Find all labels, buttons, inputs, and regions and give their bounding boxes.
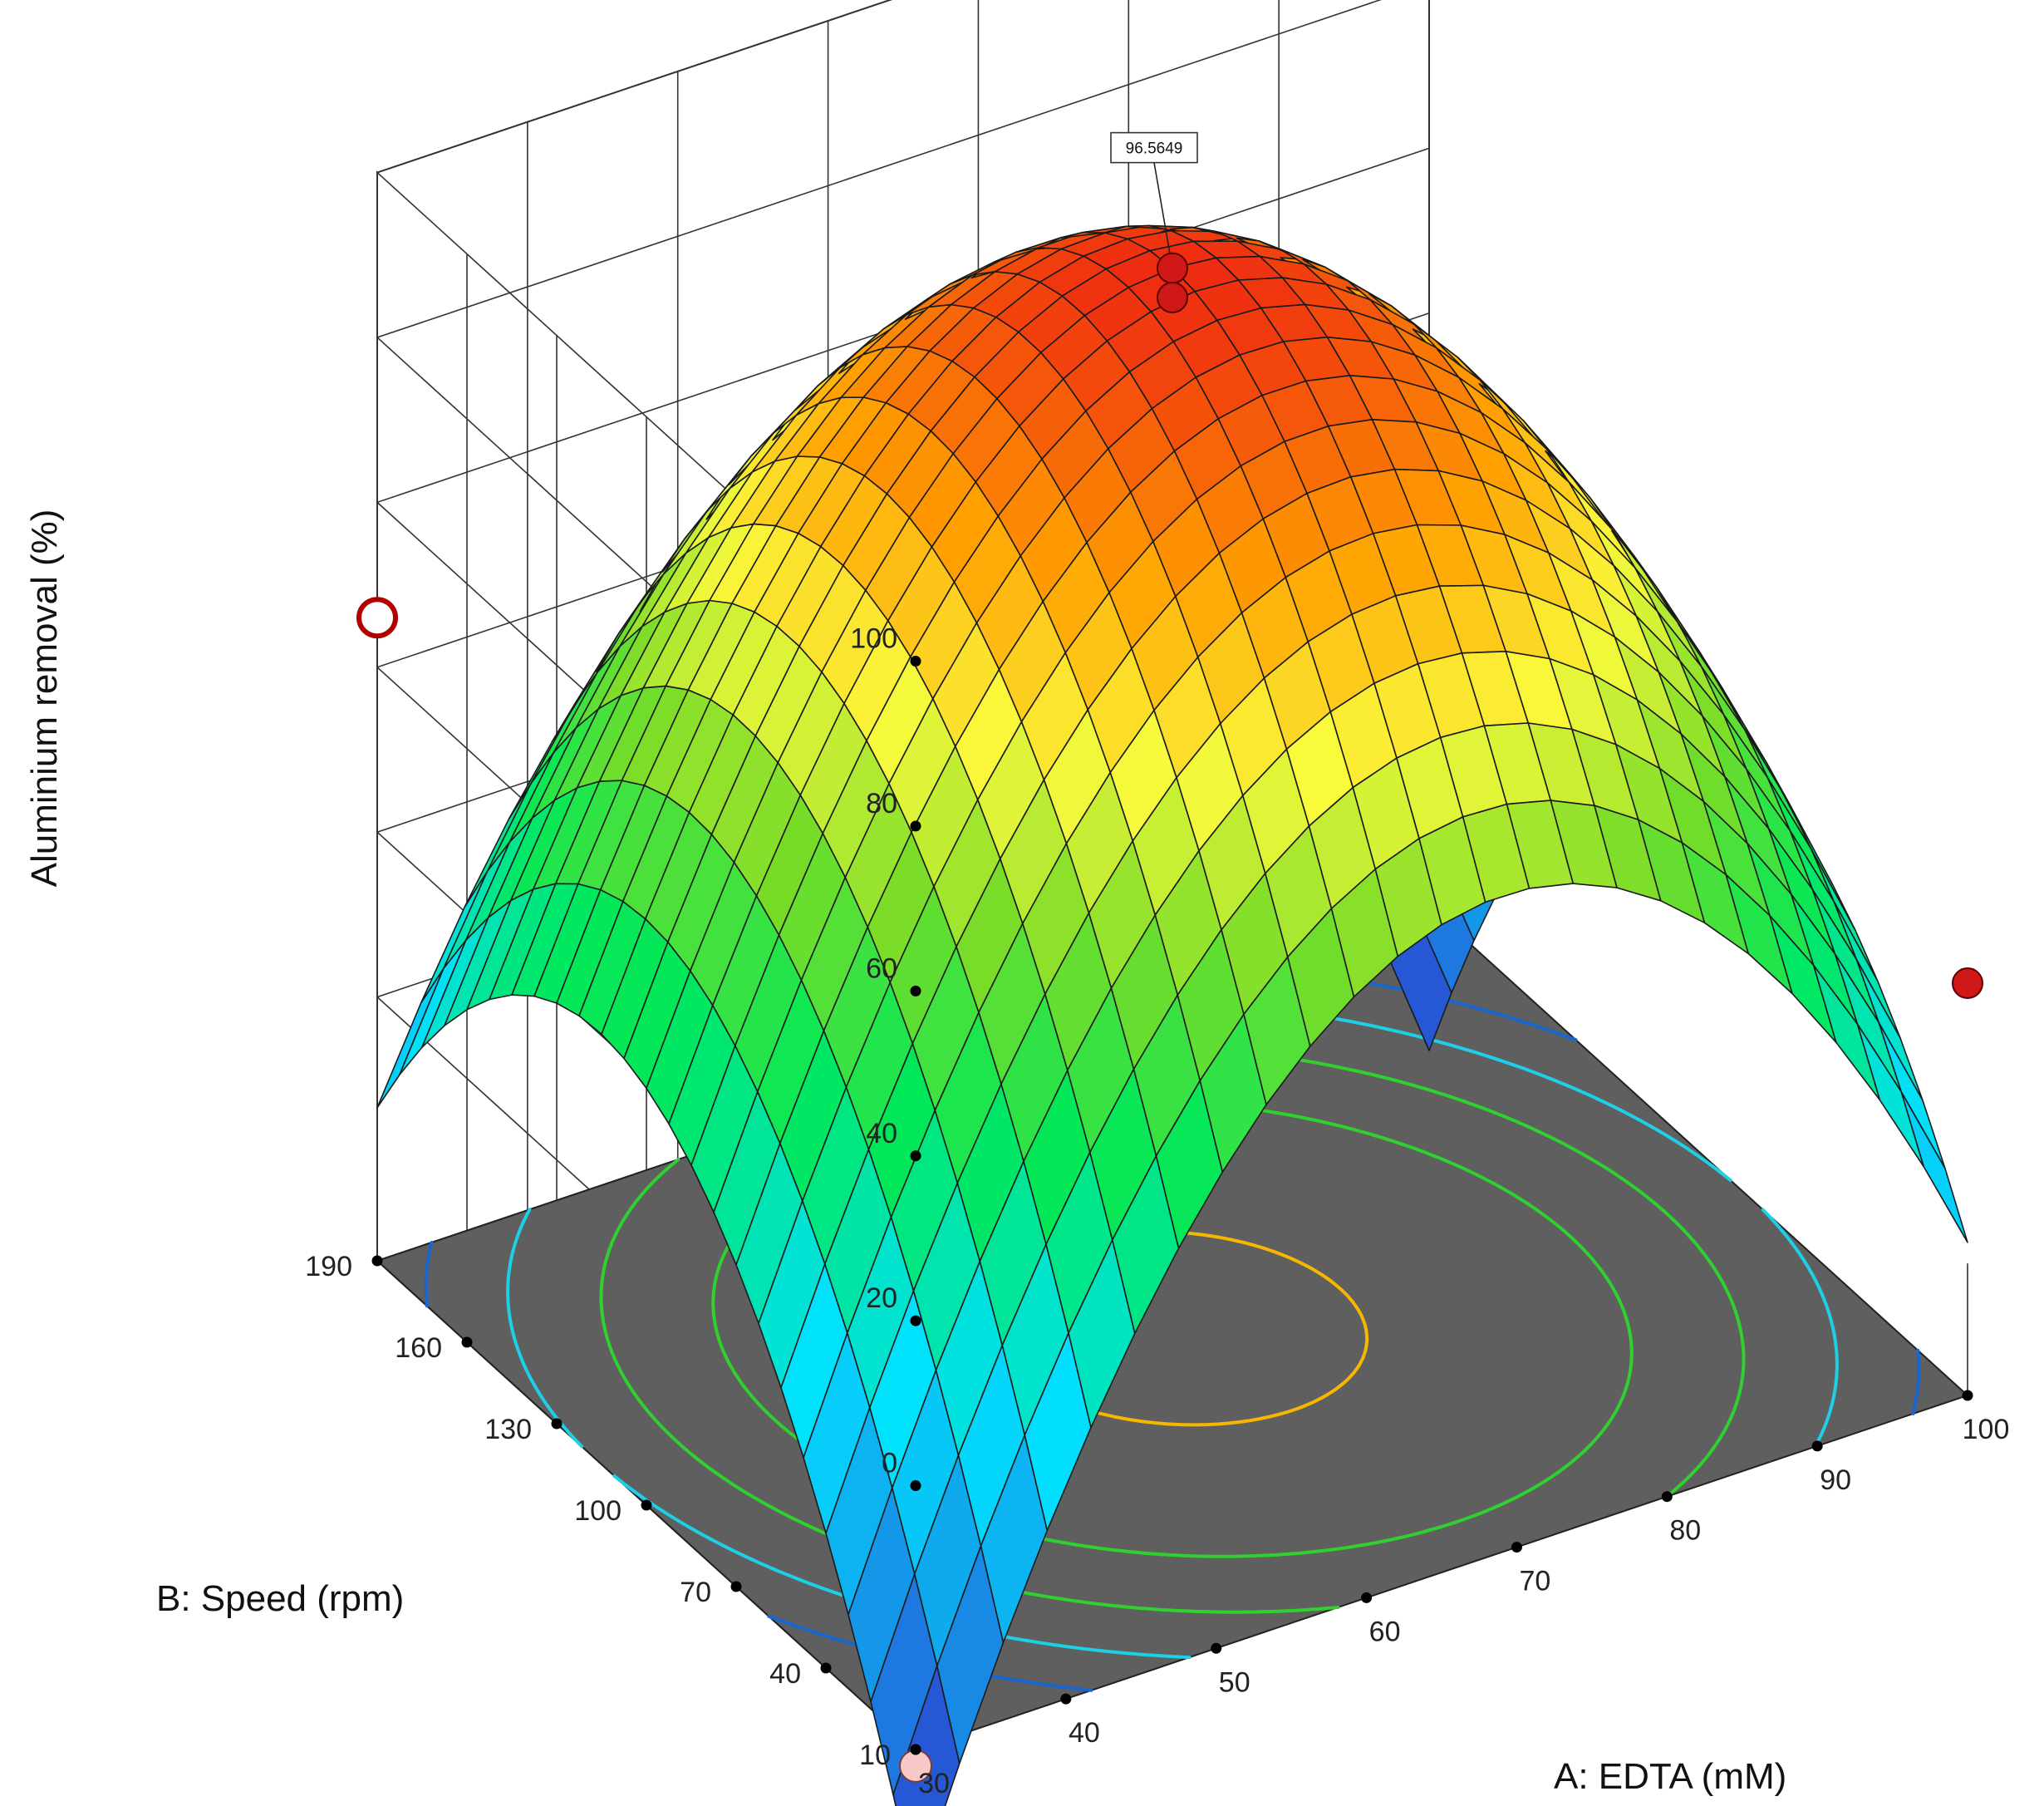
z-tick-label: 100 (850, 623, 897, 655)
surface-cell (1900, 1091, 1968, 1243)
z-tick-label: 80 (866, 788, 897, 819)
speed-tick-label: 10 (859, 1740, 891, 1771)
peak-value-label: 96.5649 (1126, 140, 1183, 158)
z-tick-label: 20 (866, 1282, 897, 1314)
speed-tick-dot (820, 1662, 832, 1674)
speed-tick-dot (461, 1336, 473, 1348)
z-axis-title: Aluminium removal (%) (24, 509, 65, 888)
design-point-1 (1157, 282, 1188, 313)
design-points: 96.5649 (356, 131, 1983, 1783)
edta-tick-dot (1060, 1693, 1072, 1705)
z-tick-dot (910, 1315, 921, 1326)
speed-tick-dot (641, 1499, 652, 1511)
edta-tick-label: 80 (1669, 1515, 1701, 1547)
z-tick-label: 60 (866, 952, 897, 984)
edta-tick-dot (1962, 1390, 1973, 1401)
axis-labels: Aluminium removal (%) B: Speed (rpm) A: … (24, 509, 1786, 1797)
axes: 0 20 40 60 80 100 10 40 70 100 130 160 190 30 40 50 60 70… (305, 623, 2009, 1799)
edta-tick-label: 70 (1520, 1566, 1551, 1597)
annotation-box (1110, 131, 1198, 164)
z-tick-dot (910, 1480, 921, 1492)
edta-tick-dot (1361, 1592, 1373, 1603)
edta-tick-label: 60 (1369, 1616, 1401, 1647)
design-point-2 (356, 597, 398, 639)
edta-tick-dot (1811, 1440, 1823, 1452)
speed-tick-dot (730, 1581, 742, 1592)
edta-tick-dot (1661, 1491, 1673, 1503)
edta-tick-label: 90 (1820, 1464, 1851, 1496)
speed-tick-label: 70 (680, 1577, 711, 1608)
z-tick-dot (910, 1150, 921, 1162)
speed-tick-dot (551, 1418, 563, 1430)
z-tick-dot (910, 820, 921, 832)
speed-tick-label: 190 (305, 1251, 352, 1282)
edta-tick-label: 30 (918, 1768, 950, 1799)
z-tick-dot (910, 985, 921, 996)
x-axis-title: A: EDTA (mM) (1554, 1756, 1786, 1797)
z-tick-label: 0 (882, 1448, 897, 1479)
z-tick-label: 40 (866, 1118, 897, 1149)
edta-tick-label: 40 (1069, 1717, 1100, 1749)
edta-tick-label: 50 (1219, 1666, 1250, 1698)
edta-tick-dot (1211, 1642, 1222, 1654)
speed-tick-label: 160 (395, 1332, 442, 1364)
speed-tick-label: 100 (574, 1495, 622, 1527)
speed-tick-dot (371, 1255, 383, 1267)
edta-tick-dot (910, 1744, 921, 1755)
design-point-3 (1952, 967, 1983, 999)
speed-tick-label: 130 (484, 1414, 532, 1445)
z-tick-dot (910, 656, 921, 667)
y-axis-title: B: Speed (rpm) (156, 1578, 404, 1619)
speed-tick-label: 40 (769, 1658, 801, 1690)
annotation-leader (1153, 162, 1173, 268)
edta-tick-label: 100 (1963, 1414, 2010, 1445)
edta-tick-dot (1511, 1542, 1522, 1553)
design-point-0 (1157, 252, 1188, 284)
response-surface (376, 224, 1968, 1806)
